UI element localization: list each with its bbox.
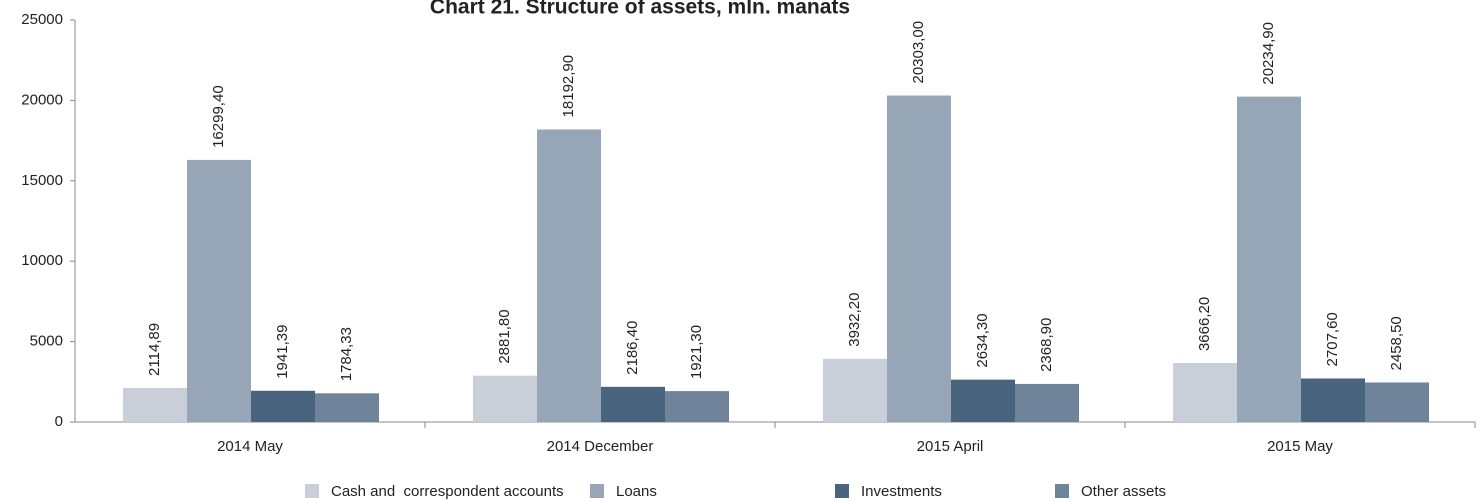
data-label: 1784,33 xyxy=(338,327,355,381)
bar xyxy=(951,379,1015,422)
y-tick-label: 10000 xyxy=(21,252,63,269)
legend-label: Other assets xyxy=(1081,483,1166,500)
legend-swatch xyxy=(305,484,319,498)
bar xyxy=(473,375,537,422)
data-label: 2881,80 xyxy=(496,309,513,363)
bar xyxy=(1365,382,1429,422)
data-label: 2186,40 xyxy=(624,321,641,375)
legend-swatch xyxy=(590,484,604,498)
bar xyxy=(601,386,665,422)
x-tick-label: 2014 December xyxy=(547,438,654,455)
x-tick-label: 2015 April xyxy=(917,438,984,455)
bar xyxy=(187,159,251,423)
data-label: 20303,00 xyxy=(910,21,927,84)
y-tick-label: 25000 xyxy=(21,11,63,28)
y-tick-label: 5000 xyxy=(30,333,63,350)
x-tick-label: 2014 May xyxy=(217,438,283,455)
data-label: 1921,30 xyxy=(688,325,705,379)
legend-label: Cash and correspondent accounts xyxy=(331,483,564,500)
bar xyxy=(123,387,187,422)
legend-label: Investments xyxy=(861,483,942,500)
data-label: 16299,40 xyxy=(210,85,227,148)
bar xyxy=(1301,378,1365,422)
legend-swatch xyxy=(835,484,849,498)
bar xyxy=(251,390,315,422)
legend-label: Loans xyxy=(616,483,657,500)
data-label: 2114,89 xyxy=(146,323,163,376)
data-label: 3932,20 xyxy=(846,293,863,347)
data-label: 20234,90 xyxy=(1260,22,1277,85)
data-label: 2707,60 xyxy=(1324,312,1341,366)
bar xyxy=(887,95,951,422)
data-label: 18192,90 xyxy=(560,55,577,118)
bar xyxy=(665,391,729,422)
bar xyxy=(1237,96,1301,423)
y-tick-label: 20000 xyxy=(21,91,63,108)
data-label: 2368,90 xyxy=(1038,318,1055,372)
bar xyxy=(1015,383,1079,422)
y-tick-label: 0 xyxy=(55,413,63,430)
y-tick-label: 15000 xyxy=(21,172,63,189)
bar xyxy=(1173,363,1237,422)
data-label: 2458,50 xyxy=(1388,316,1405,370)
bar xyxy=(537,129,601,422)
data-label: 3666,20 xyxy=(1196,297,1213,351)
x-tick-label: 2015 May xyxy=(1267,438,1333,455)
data-label: 1941,39 xyxy=(274,325,291,379)
bar xyxy=(823,358,887,422)
data-label: 2634,30 xyxy=(974,313,991,367)
bar xyxy=(315,393,379,422)
legend-swatch xyxy=(1055,484,1069,498)
chart-title: Chart 21. Structure of assets, mln. mana… xyxy=(430,0,850,19)
